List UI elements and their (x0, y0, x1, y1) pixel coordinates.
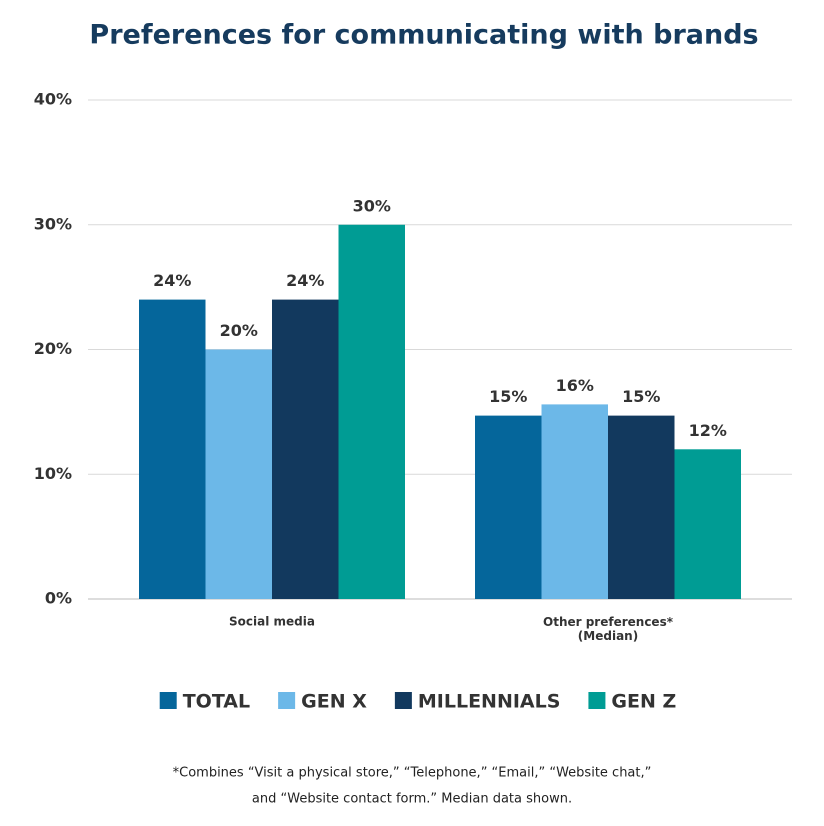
bar (139, 299, 206, 599)
bar (674, 449, 741, 599)
bar (475, 415, 542, 599)
value-label: 24% (153, 271, 191, 290)
legend-label: GEN X (301, 691, 367, 713)
footnote: *Combines “Visit a physical store,” “Tel… (173, 766, 652, 781)
legend-label: MILLENNIALS (418, 691, 561, 713)
legend-swatch (159, 692, 177, 709)
y-tick-label: 0% (45, 589, 72, 608)
y-tick-label: 20% (34, 339, 72, 358)
value-label: 30% (353, 196, 391, 215)
value-label: 24% (286, 271, 324, 290)
value-label: 16% (556, 376, 594, 395)
y-tick-label: 30% (34, 214, 72, 233)
value-label: 15% (622, 387, 660, 406)
y-tick-label: 10% (34, 464, 72, 483)
value-label: 15% (489, 387, 527, 406)
legend-swatch (588, 692, 606, 709)
bar (205, 349, 272, 599)
bar (338, 224, 405, 599)
footnote: and “Website contact form.” Median data … (252, 792, 572, 807)
x-tick-label: Social media (229, 615, 315, 629)
value-label: 12% (689, 421, 727, 440)
bar (541, 404, 608, 599)
legend-swatch (394, 692, 412, 709)
x-tick-label: Other preferences* (Median) (543, 615, 674, 643)
value-label: 20% (220, 321, 258, 340)
bar (272, 299, 339, 599)
legend-label: TOTAL (183, 691, 250, 713)
legend-label: GEN Z (611, 691, 676, 713)
y-tick-label: 40% (34, 90, 72, 109)
legend-swatch (278, 692, 296, 709)
bar (608, 415, 675, 599)
chart-title: Preferences for communicating with brand… (89, 20, 758, 51)
